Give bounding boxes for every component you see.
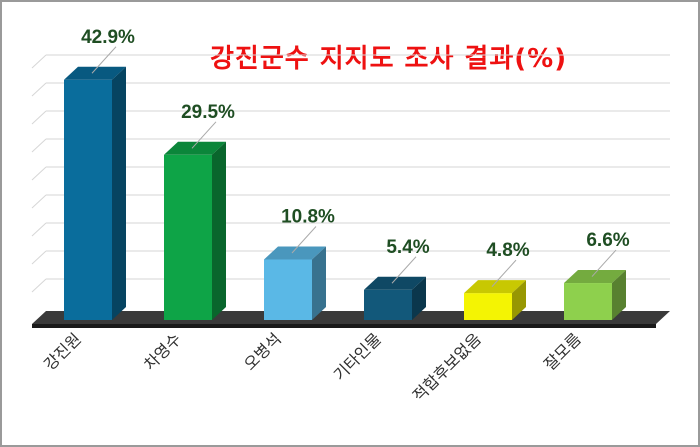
category-label: 차영수 bbox=[140, 329, 185, 374]
bar-side bbox=[112, 66, 126, 320]
gridline-side bbox=[31, 222, 47, 237]
category-label: 오병석 bbox=[240, 329, 285, 374]
gridline-side bbox=[31, 110, 47, 125]
bar-side bbox=[512, 280, 526, 320]
gridline-side bbox=[31, 250, 47, 265]
bar-top bbox=[464, 280, 526, 294]
label-leader bbox=[391, 256, 417, 284]
data-label: 10.8% bbox=[281, 207, 335, 228]
data-label: 4.8% bbox=[486, 240, 529, 261]
gridline-side bbox=[31, 166, 47, 181]
data-label: 5.4% bbox=[386, 237, 429, 258]
gridline-side bbox=[31, 194, 47, 209]
bar-top bbox=[364, 276, 426, 290]
bar-side bbox=[412, 276, 426, 320]
bar bbox=[64, 79, 112, 320]
label-leader bbox=[91, 46, 117, 74]
category-label: 잘모름 bbox=[540, 329, 585, 374]
bar-side bbox=[212, 141, 226, 320]
data-label: 42.9% bbox=[81, 27, 135, 48]
bar bbox=[264, 259, 312, 320]
chart-floor-edge bbox=[32, 324, 656, 328]
gridline-side bbox=[31, 54, 47, 69]
label-leader bbox=[191, 121, 217, 149]
category-label: 기타인물 bbox=[330, 329, 385, 384]
bar-top bbox=[164, 141, 226, 155]
label-leader bbox=[291, 226, 317, 254]
chart-title: 강진군수 지지도 조사 결과(%) bbox=[210, 44, 568, 74]
bar bbox=[164, 154, 212, 320]
data-label: 29.5% bbox=[181, 102, 235, 123]
category-label: 강진원 bbox=[40, 329, 85, 374]
bar bbox=[564, 283, 612, 320]
bar-side bbox=[612, 270, 626, 320]
bar-side bbox=[312, 246, 326, 320]
bar-top bbox=[64, 66, 126, 80]
data-label: 6.6% bbox=[586, 230, 629, 251]
bar bbox=[364, 289, 412, 320]
gridline-side bbox=[31, 82, 47, 97]
gridline-side bbox=[31, 138, 47, 153]
category-label: 적합후보없음 bbox=[409, 329, 485, 405]
label-leader bbox=[491, 259, 517, 287]
bar bbox=[464, 293, 512, 320]
bar-top bbox=[264, 246, 326, 260]
gridline-side bbox=[31, 278, 47, 293]
label-leader bbox=[591, 249, 617, 277]
bar-top bbox=[564, 270, 626, 284]
